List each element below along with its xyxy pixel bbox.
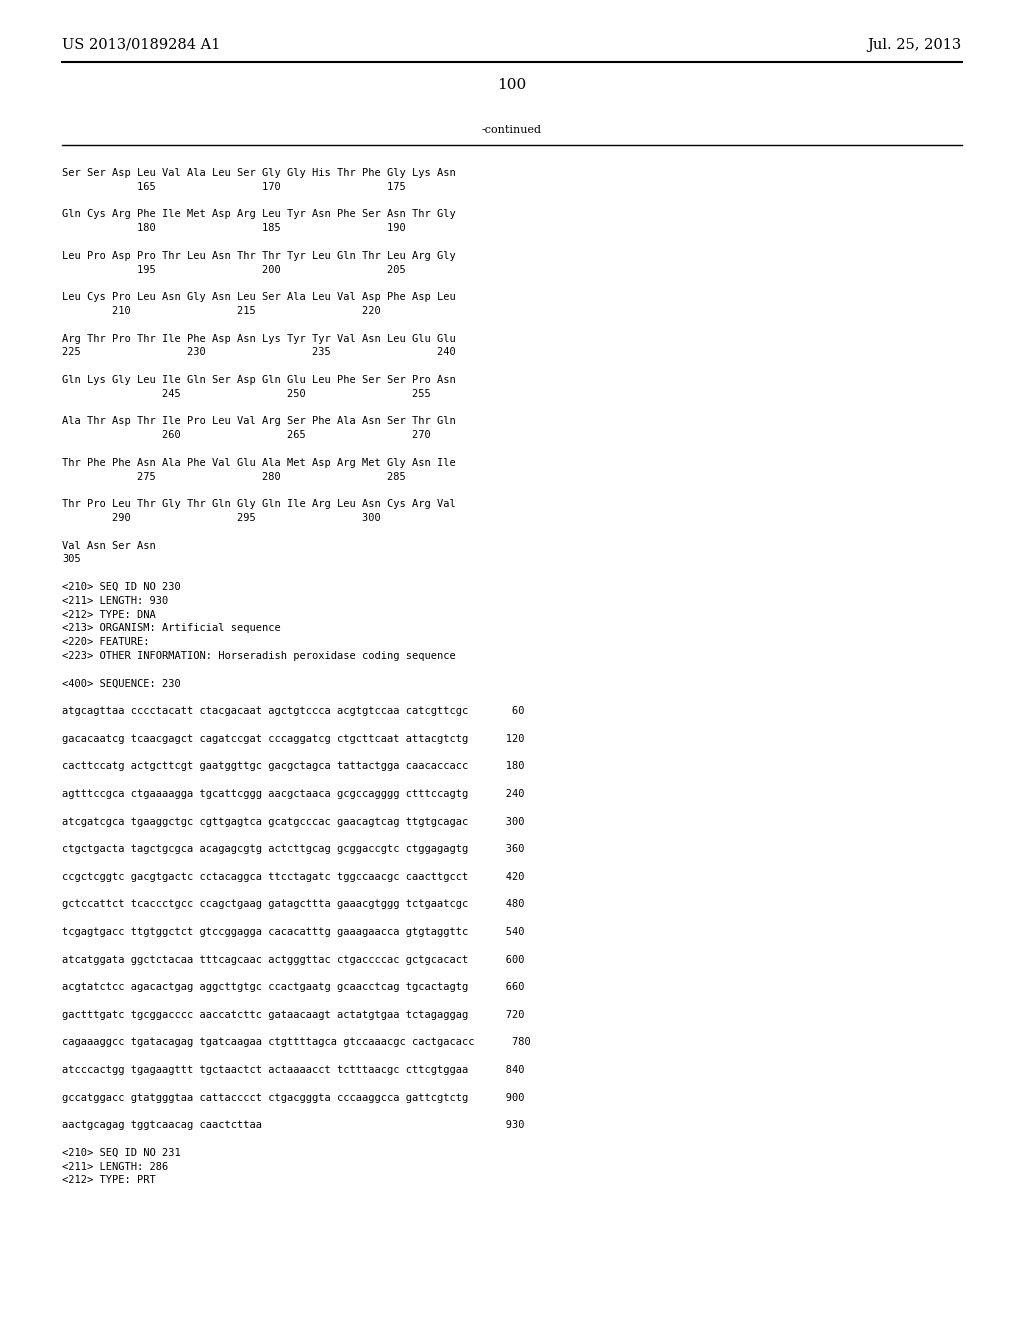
Text: Leu Cys Pro Leu Asn Gly Asn Leu Ser Ala Leu Val Asp Phe Asp Leu: Leu Cys Pro Leu Asn Gly Asn Leu Ser Ala … (62, 292, 456, 302)
Text: 305: 305 (62, 554, 81, 565)
Text: 260                 265                 270: 260 265 270 (62, 430, 431, 440)
Text: Thr Phe Phe Asn Ala Phe Val Glu Ala Met Asp Arg Met Gly Asn Ile: Thr Phe Phe Asn Ala Phe Val Glu Ala Met … (62, 458, 456, 467)
Text: gactttgatc tgcggacccc aaccatcttc gataacaagt actatgtgaa tctagaggag      720: gactttgatc tgcggacccc aaccatcttc gataaca… (62, 1010, 524, 1020)
Text: Ser Ser Asp Leu Val Ala Leu Ser Gly Gly His Thr Phe Gly Lys Asn: Ser Ser Asp Leu Val Ala Leu Ser Gly Gly … (62, 168, 456, 178)
Text: ccgctcggtc gacgtgactc cctacaggca ttcctagatc tggccaacgc caacttgcct      420: ccgctcggtc gacgtgactc cctacaggca ttcctag… (62, 871, 524, 882)
Text: Jul. 25, 2013: Jul. 25, 2013 (867, 38, 962, 51)
Text: Thr Pro Leu Thr Gly Thr Gln Gly Gln Ile Arg Leu Asn Cys Arg Val: Thr Pro Leu Thr Gly Thr Gln Gly Gln Ile … (62, 499, 456, 510)
Text: -continued: -continued (482, 125, 542, 135)
Text: <400> SEQUENCE: 230: <400> SEQUENCE: 230 (62, 678, 181, 689)
Text: <210> SEQ ID NO 231: <210> SEQ ID NO 231 (62, 1148, 181, 1158)
Text: US 2013/0189284 A1: US 2013/0189284 A1 (62, 38, 220, 51)
Text: 195                 200                 205: 195 200 205 (62, 264, 406, 275)
Text: 100: 100 (498, 78, 526, 92)
Text: acgtatctcc agacactgag aggcttgtgc ccactgaatg gcaacctcag tgcactagtg      660: acgtatctcc agacactgag aggcttgtgc ccactga… (62, 982, 524, 993)
Text: 165                 170                 175: 165 170 175 (62, 182, 406, 191)
Text: gccatggacc gtatgggtaa cattacccct ctgacgggta cccaaggcca gattcgtctg      900: gccatggacc gtatgggtaa cattacccct ctgacgg… (62, 1093, 524, 1102)
Text: 245                 250                 255: 245 250 255 (62, 389, 431, 399)
Text: <223> OTHER INFORMATION: Horseradish peroxidase coding sequence: <223> OTHER INFORMATION: Horseradish per… (62, 651, 456, 661)
Text: agtttccgca ctgaaaagga tgcattcggg aacgctaaca gcgccagggg ctttccagtg      240: agtttccgca ctgaaaagga tgcattcggg aacgcta… (62, 789, 524, 799)
Text: atcgatcgca tgaaggctgc cgttgagtca gcatgcccac gaacagtcag ttgtgcagac      300: atcgatcgca tgaaggctgc cgttgagtca gcatgcc… (62, 817, 524, 826)
Text: 210                 215                 220: 210 215 220 (62, 306, 381, 315)
Text: 290                 295                 300: 290 295 300 (62, 513, 381, 523)
Text: aactgcagag tggtcaacag caactcttaa                                       930: aactgcagag tggtcaacag caactcttaa 930 (62, 1121, 524, 1130)
Text: atgcagttaa cccctacatt ctacgacaat agctgtccca acgtgtccaa catcgttcgc       60: atgcagttaa cccctacatt ctacgacaat agctgtc… (62, 706, 524, 717)
Text: <211> LENGTH: 286: <211> LENGTH: 286 (62, 1162, 168, 1172)
Text: gctccattct tcaccctgcc ccagctgaag gatagcttta gaaacgtggg tctgaatcgc      480: gctccattct tcaccctgcc ccagctgaag gatagct… (62, 899, 524, 909)
Text: Gln Cys Arg Phe Ile Met Asp Arg Leu Tyr Asn Phe Ser Asn Thr Gly: Gln Cys Arg Phe Ile Met Asp Arg Leu Tyr … (62, 210, 456, 219)
Text: <212> TYPE: DNA: <212> TYPE: DNA (62, 610, 156, 619)
Text: cagaaaggcc tgatacagag tgatcaagaa ctgttttagca gtccaaacgc cactgacacc      780: cagaaaggcc tgatacagag tgatcaagaa ctgtttt… (62, 1038, 530, 1047)
Text: gacacaatcg tcaacgagct cagatccgat cccaggatcg ctgcttcaat attacgtctg      120: gacacaatcg tcaacgagct cagatccgat cccagga… (62, 734, 524, 743)
Text: Leu Pro Asp Pro Thr Leu Asn Thr Thr Tyr Leu Gln Thr Leu Arg Gly: Leu Pro Asp Pro Thr Leu Asn Thr Thr Tyr … (62, 251, 456, 261)
Text: <212> TYPE: PRT: <212> TYPE: PRT (62, 1175, 156, 1185)
Text: Val Asn Ser Asn: Val Asn Ser Asn (62, 541, 156, 550)
Text: Arg Thr Pro Thr Ile Phe Asp Asn Lys Tyr Tyr Val Asn Leu Glu Glu: Arg Thr Pro Thr Ile Phe Asp Asn Lys Tyr … (62, 334, 456, 343)
Text: <220> FEATURE:: <220> FEATURE: (62, 638, 150, 647)
Text: <213> ORGANISM: Artificial sequence: <213> ORGANISM: Artificial sequence (62, 623, 281, 634)
Text: cacttccatg actgcttcgt gaatggttgc gacgctagca tattactgga caacaccacc      180: cacttccatg actgcttcgt gaatggttgc gacgcta… (62, 762, 524, 771)
Text: 275                 280                 285: 275 280 285 (62, 471, 406, 482)
Text: Ala Thr Asp Thr Ile Pro Leu Val Arg Ser Phe Ala Asn Ser Thr Gln: Ala Thr Asp Thr Ile Pro Leu Val Arg Ser … (62, 416, 456, 426)
Text: <210> SEQ ID NO 230: <210> SEQ ID NO 230 (62, 582, 181, 591)
Text: <211> LENGTH: 930: <211> LENGTH: 930 (62, 595, 168, 606)
Text: 180                 185                 190: 180 185 190 (62, 223, 406, 234)
Text: atcatggata ggctctacaa tttcagcaac actgggttac ctgaccccac gctgcacact      600: atcatggata ggctctacaa tttcagcaac actgggt… (62, 954, 524, 965)
Text: 225                 230                 235                 240: 225 230 235 240 (62, 347, 456, 358)
Text: Gln Lys Gly Leu Ile Gln Ser Asp Gln Glu Leu Phe Ser Ser Pro Asn: Gln Lys Gly Leu Ile Gln Ser Asp Gln Glu … (62, 375, 456, 385)
Text: atcccactgg tgagaagttt tgctaactct actaaaacct tctttaacgc cttcgtggaa      840: atcccactgg tgagaagttt tgctaactct actaaaa… (62, 1065, 524, 1074)
Text: tcgagtgacc ttgtggctct gtccggagga cacacatttg gaaagaacca gtgtaggttc      540: tcgagtgacc ttgtggctct gtccggagga cacacat… (62, 927, 524, 937)
Text: ctgctgacta tagctgcgca acagagcgtg actcttgcag gcggaccgtc ctggagagtg      360: ctgctgacta tagctgcgca acagagcgtg actcttg… (62, 845, 524, 854)
